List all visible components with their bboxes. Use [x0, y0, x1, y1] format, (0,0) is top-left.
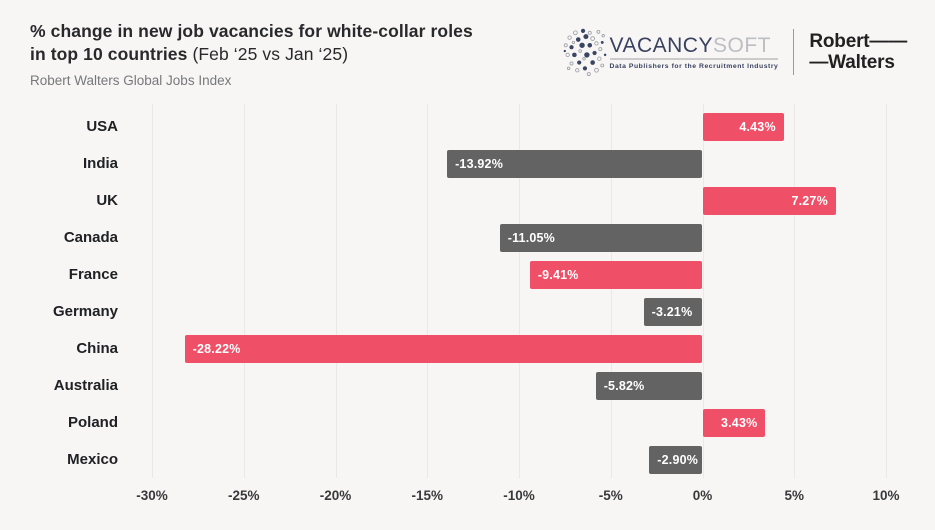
bar-value-label: -2.90%	[657, 452, 699, 467]
bar-value-label: -5.82%	[603, 378, 645, 393]
bar-value-label: 7.27%	[791, 193, 828, 208]
category-label: France	[68, 266, 118, 283]
vacancysoft-rule	[609, 57, 779, 60]
chart-row-france: France -9.41%	[30, 256, 886, 293]
bar-value-label: -28.22%	[192, 341, 241, 356]
bar-value-label: -13.92%	[455, 156, 504, 171]
chart-row-india: India -13.92%	[30, 145, 886, 182]
bar-australia: -5.82%	[595, 371, 703, 400]
gridline	[886, 104, 887, 478]
bar-track: -9.41%	[152, 260, 886, 289]
gridline	[243, 104, 245, 478]
bar-track: 4.43%	[152, 112, 886, 141]
robert-walters-line2: —Walters	[809, 52, 895, 73]
gridline	[610, 104, 612, 478]
vacancysoft-tagline: Data Publishers for the Recruitment Indu…	[609, 62, 779, 70]
bar-value-label: -9.41%	[537, 267, 579, 282]
bar-poland: 3.43%	[702, 408, 766, 437]
gridline	[519, 104, 520, 478]
chart-row-mexico: Mexico -2.90%	[30, 441, 886, 478]
chart-title: % change in new job vacancies for white-…	[30, 20, 473, 66]
bar-china: -28.22%	[184, 334, 703, 363]
chart-row-usa: USA 4.43%	[30, 108, 886, 145]
header: % change in new job vacancies for white-…	[30, 20, 907, 88]
title-block: % change in new job vacancies for white-…	[30, 20, 473, 88]
gridline	[335, 104, 337, 478]
chart-row-canada: Canada -11.05%	[30, 219, 886, 256]
category-label: Canada	[63, 229, 118, 246]
bar-track: 7.27%	[152, 186, 886, 215]
chart-row-germany: Germany -3.21%	[30, 293, 886, 330]
bar-value-label: 4.43%	[739, 119, 776, 134]
chart-row-china: China -28.22%	[30, 330, 886, 367]
chart-row-australia: Australia -5.82%	[30, 367, 886, 404]
gridline	[427, 104, 429, 478]
bar-track: -13.92%	[152, 149, 886, 178]
category-label: Poland	[67, 414, 118, 431]
chart-row-poland: Poland 3.43%	[30, 404, 886, 441]
robert-walters-logo: Robert—— —Walters	[809, 31, 907, 74]
bar-track: -5.82%	[152, 371, 886, 400]
bar-rows: USA 4.43% India -13.92% UK 7.27% Canada -11.05%…	[30, 108, 886, 478]
x-axis-tick-label: 10%	[872, 488, 900, 503]
category-label: USA	[86, 118, 118, 135]
bar-india: -13.92%	[447, 149, 703, 178]
bar-value-label: -3.21%	[651, 304, 693, 319]
x-axis-tick-label: 0%	[692, 488, 713, 503]
bar-france: -9.41%	[529, 260, 703, 289]
chart-title-line2-bold: in top 10 countries	[30, 44, 188, 65]
bar-uk: 7.27%	[702, 186, 836, 215]
category-label: India	[82, 155, 118, 172]
x-axis-tick-label: -20%	[319, 488, 352, 503]
vacancysoft-logo: VACANCYSOFT Data Publishers for the Recr…	[560, 26, 779, 78]
vacancysoft-wordmark: VACANCYSOFT Data Publishers for the Recr…	[609, 35, 779, 70]
vacancysoft-name: VACANCYSOFT	[610, 35, 779, 56]
x-axis-tick-label: -15%	[411, 488, 444, 503]
chart-row-uk: UK 7.27%	[30, 182, 886, 219]
logos: VACANCYSOFT Data Publishers for the Recr…	[560, 26, 907, 78]
bar-track: -2.90%	[152, 445, 886, 474]
x-axis-tick-label: 5%	[784, 488, 805, 503]
bar-germany: -3.21%	[643, 297, 703, 326]
category-label: Mexico	[67, 451, 118, 468]
vacancysoft-name-vacancy: VACANCY	[609, 33, 713, 57]
gridline	[702, 104, 704, 478]
category-label: Germany	[52, 303, 118, 320]
bar-value-label: -11.05%	[507, 230, 555, 245]
bar-track: -28.22%	[152, 334, 886, 363]
category-label: Australia	[53, 377, 118, 394]
robert-walters-line1: Robert——	[809, 30, 907, 52]
x-axis-tick-label: -10%	[503, 488, 535, 503]
plot-grid: -30% -25% -20% -15% -10% -5% 0% 5% 10%	[136, 104, 900, 503]
bar-track: -3.21%	[152, 297, 886, 326]
bar-mexico: -2.90%	[649, 445, 703, 474]
vacancysoft-name-soft: SOFT	[712, 33, 771, 57]
bar-usa: 4.43%	[702, 112, 784, 141]
x-axis-tick-label: -25%	[227, 488, 260, 503]
chart-subtitle: Robert Walters Global Jobs Index	[30, 73, 232, 89]
logo-divider	[793, 29, 795, 75]
gridline	[794, 104, 796, 478]
gridline	[152, 104, 153, 478]
category-label: UK	[96, 192, 118, 209]
bar-canada: -11.05%	[499, 223, 703, 252]
category-label: China	[76, 340, 118, 357]
x-axis-tick-label: -5%	[598, 488, 623, 503]
chart-title-line1: % change in new job vacancies for white-…	[30, 21, 473, 41]
bar-track: 3.43%	[152, 408, 886, 437]
bar-value-label: 3.43%	[720, 415, 758, 430]
x-axis-tick-label: -30%	[136, 488, 168, 503]
chart-title-line2-regular: (Feb ‘25 vs Jan ‘25)	[192, 44, 349, 65]
vacancysoft-dots-icon	[563, 28, 606, 77]
bar-track: -11.05%	[152, 223, 886, 252]
